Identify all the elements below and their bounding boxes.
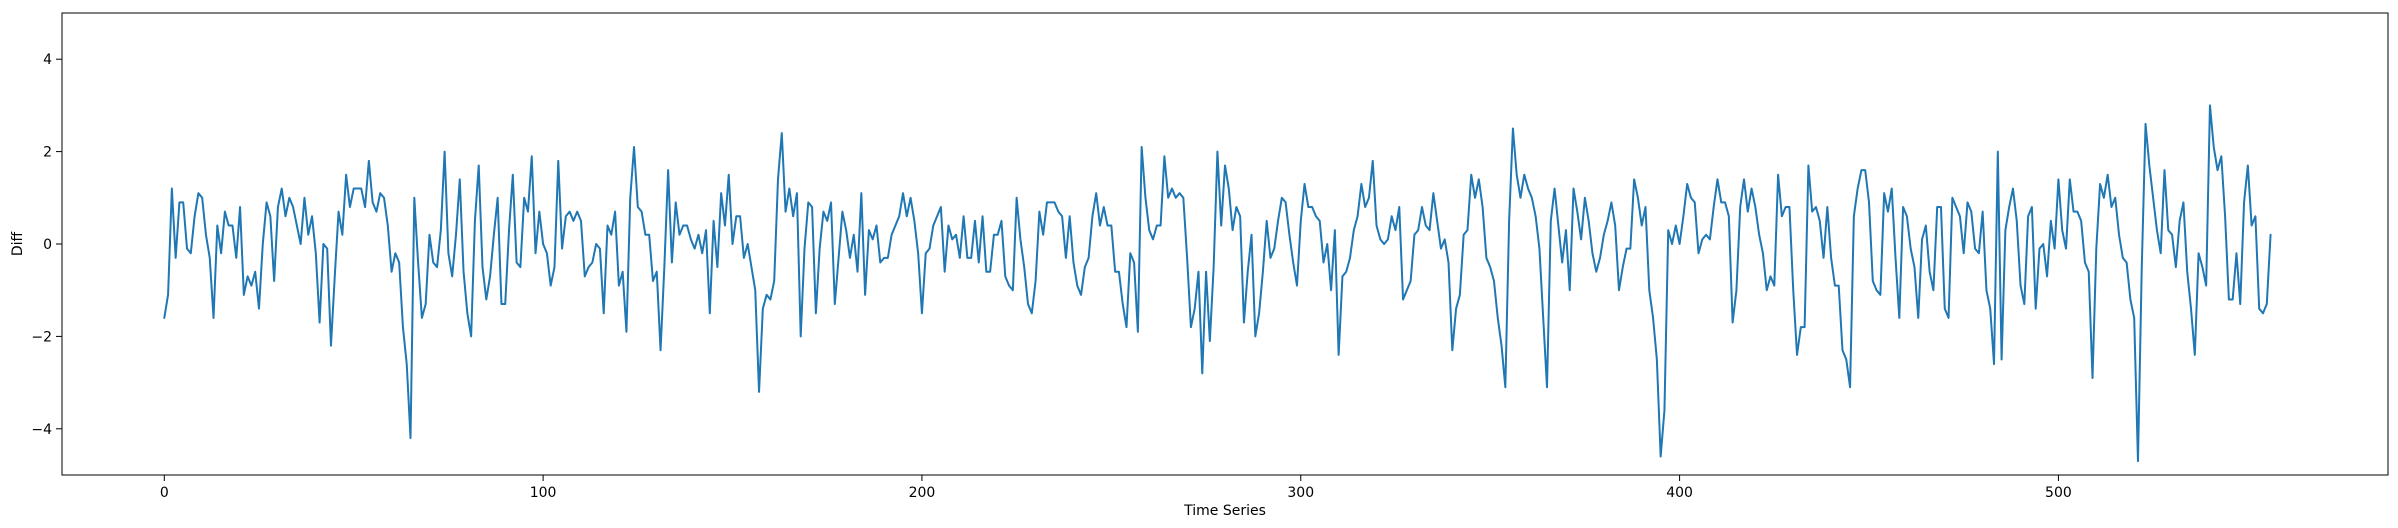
x-tick-label: 200	[909, 485, 936, 501]
x-tick-label: 100	[530, 485, 557, 501]
plot-area	[163, 104, 2272, 463]
x-tick-label: 400	[1666, 485, 1693, 501]
x-axis-label: Time Series	[1183, 503, 1266, 519]
y-axis: −4 −2 0 2 4	[31, 52, 62, 438]
x-axis: 0 100 200 300 400 500	[160, 475, 2072, 501]
y-tick-label: −4	[31, 422, 52, 438]
y-tick-label: 2	[43, 145, 52, 161]
y-tick-label: −2	[31, 329, 52, 345]
y-axis-label: Diff	[10, 231, 26, 256]
x-tick-label: 500	[2045, 485, 2072, 501]
y-tick-label: 4	[43, 52, 52, 68]
series-line-0	[163, 104, 2272, 463]
x-tick-label: 300	[1287, 485, 1314, 501]
y-tick-label: 0	[43, 237, 52, 253]
x-tick-label: 0	[160, 485, 169, 501]
plot-frame	[61, 12, 2389, 476]
